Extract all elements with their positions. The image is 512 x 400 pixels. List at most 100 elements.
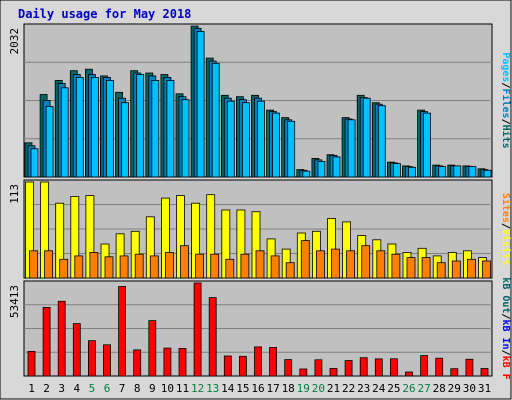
- bar-pages-day-26: [408, 166, 416, 178]
- panel-legend: kB Out/kB In/kB F: [500, 277, 511, 379]
- bar-pages-day-27: [423, 112, 432, 178]
- x-tick-label: 6: [104, 382, 111, 395]
- x-tick-label: 18: [282, 382, 295, 395]
- x-tick-label: 27: [417, 382, 430, 395]
- x-tick-label: 7: [119, 382, 126, 395]
- legend-separator: /: [500, 223, 511, 229]
- x-tick-label: 24: [372, 382, 386, 395]
- bar-pages-day-18: [287, 120, 296, 178]
- bar-pages-day-5: [91, 77, 99, 178]
- bar-pages-day-11: [181, 99, 190, 178]
- x-tick-label: 31: [478, 382, 491, 395]
- legend-sites: Sites: [500, 193, 512, 223]
- bar-sites-day-27: [421, 257, 431, 279]
- x-axis-ticks: 1 2 3 4 5 6 7 8 9 10 11 12 13 14 15 16 17 18 19 20 21 22 23 24 2…: [28, 382, 491, 395]
- bar-sites-day-25: [391, 253, 401, 279]
- bar-kb-f-day-28: [435, 357, 444, 377]
- bar-kb-f-day-10: [163, 347, 172, 377]
- bar-sites-day-7: [119, 255, 129, 279]
- x-tick-label: 5: [89, 382, 96, 395]
- bar-kb-f-day-18: [284, 359, 293, 377]
- bar-pages-day-24: [377, 105, 386, 178]
- x-tick-label: 4: [73, 382, 80, 395]
- panel-1: 2032 Pages/Files/Hits: [8, 23, 512, 178]
- bar-sites-day-15: [240, 253, 250, 279]
- legend-visits: Visits: [500, 229, 512, 265]
- x-tick-label: 22: [342, 382, 355, 395]
- bar-sites-day-6: [104, 256, 114, 279]
- bar-sites-day-23: [361, 245, 371, 279]
- bar-kb-f-day-31: [480, 368, 489, 377]
- bar-pages-day-31: [483, 169, 492, 178]
- legend-kb-f: kB F: [500, 356, 511, 380]
- bar-pages-day-22: [347, 119, 356, 178]
- bar-sites-day-4: [74, 255, 84, 279]
- x-tick-label: 13: [206, 382, 219, 395]
- bar-kb-f-day-21: [329, 368, 338, 377]
- bar-kb-f-day-14: [223, 355, 232, 377]
- x-tick-label: 23: [357, 382, 370, 395]
- bar-kb-f-day-15: [238, 355, 247, 377]
- bar-pages-day-23: [362, 97, 371, 178]
- bar-pages-day-19: [302, 170, 311, 178]
- bar-sites-day-10: [164, 252, 174, 279]
- bar-pages-day-25: [392, 163, 401, 178]
- x-tick-label: 20: [312, 382, 325, 395]
- panel-max-label: 113: [8, 184, 21, 204]
- legend-separator: /: [500, 313, 511, 319]
- bar-sites-day-22: [346, 250, 356, 279]
- bar-sites-day-28: [436, 262, 446, 279]
- bar-pages-day-30: [468, 166, 477, 178]
- bar-pages-day-4: [75, 77, 84, 178]
- bar-kb-f-day-22: [344, 360, 353, 377]
- panel-legend: Sites/Visits: [500, 193, 512, 265]
- bar-pages-day-9: [151, 80, 160, 178]
- panel-2: 113 Sites/Visits: [8, 179, 512, 279]
- bar-sites-day-30: [466, 258, 476, 279]
- bar-kb-f-day-19: [299, 368, 308, 377]
- bar-kb-f-day-23: [359, 357, 368, 377]
- bar-sites-day-17: [270, 255, 280, 279]
- bar-sites-day-20: [315, 250, 325, 279]
- bar-pages-day-29: [453, 165, 462, 178]
- legend-separator: /: [500, 82, 511, 88]
- bar-sites-day-2: [44, 250, 53, 279]
- bar-kb-f-day-16: [254, 346, 262, 377]
- legend-separator: /: [500, 350, 511, 356]
- bar-kb-f-day-2: [42, 306, 51, 377]
- bar-kb-f-day-8: [133, 349, 142, 377]
- bar-pages-day-6: [106, 80, 114, 178]
- legend-kb-out: kB Out: [500, 277, 511, 313]
- panel-3: 53413 kB Out/kB In/kB F: [8, 277, 511, 379]
- panel-max-label: 2032: [8, 28, 21, 55]
- x-tick-label: 17: [266, 382, 279, 395]
- bar-kb-f-day-24: [374, 358, 383, 377]
- bar-sites-day-19: [300, 240, 310, 279]
- bar-sites-day-1: [29, 250, 38, 279]
- bar-sites-day-18: [285, 262, 295, 279]
- x-tick-label: 26: [402, 382, 415, 395]
- panel-legend: Pages/Files/Hits: [500, 52, 512, 148]
- bar-kb-f-day-1: [27, 350, 36, 377]
- x-tick-label: 28: [433, 382, 446, 395]
- bar-pages-day-3: [60, 87, 69, 178]
- x-tick-label: 19: [297, 382, 310, 395]
- bar-kb-f-day-29: [450, 368, 459, 377]
- x-tick-label: 1: [28, 382, 35, 395]
- x-tick-label: 15: [236, 382, 249, 395]
- bar-pages-day-20: [317, 160, 326, 178]
- x-tick-label: 11: [176, 382, 189, 395]
- bar-kb-f-day-12: [193, 282, 202, 377]
- bar-sites-day-21: [331, 248, 340, 279]
- legend-separator: /: [500, 119, 511, 125]
- x-tick-label: 25: [387, 382, 400, 395]
- x-tick-label: 30: [463, 382, 476, 395]
- x-tick-label: 9: [149, 382, 156, 395]
- bar-pages-day-17: [272, 112, 281, 178]
- bar-sites-day-11: [180, 245, 189, 279]
- bar-pages-day-8: [136, 74, 145, 178]
- bar-kb-f-day-30: [465, 358, 474, 377]
- bar-sites-day-13: [210, 253, 220, 279]
